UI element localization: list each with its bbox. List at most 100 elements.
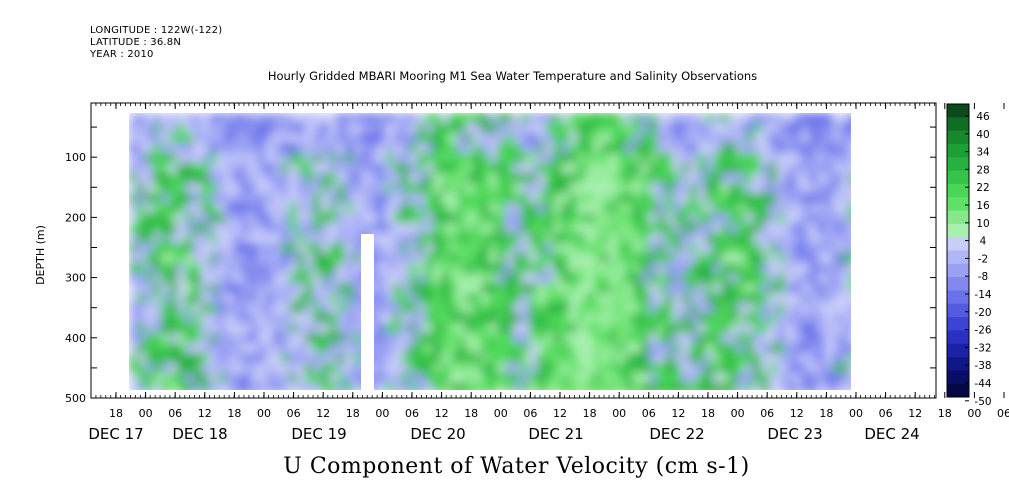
heatmap-cell [257,223,266,234]
heatmap-cell [385,173,394,184]
heatmap-cell [177,153,186,164]
heatmap-cell [137,163,146,174]
heatmap-cell [137,313,146,324]
heatmap-cell [209,183,218,194]
heatmap-cell [777,113,786,124]
heatmap-cell [649,253,658,264]
heatmap-cell [713,273,722,284]
heatmap-cell [769,133,778,144]
heatmap-cell [745,223,754,234]
heatmap-cell [617,263,626,274]
heatmap-cell [193,253,202,264]
heatmap-cell [609,223,618,234]
heatmap-cell [801,273,810,284]
heatmap-cell [545,223,554,234]
heatmap-cell [353,363,362,374]
heatmap-cell [649,353,658,364]
heatmap-cell [481,193,490,204]
y-tick-label: 200 [65,211,86,224]
heatmap-cell [465,373,474,384]
heatmap-cell [233,313,242,324]
heatmap-cell [169,373,178,384]
heatmap-cell [241,113,250,124]
heatmap-cell [473,203,482,214]
heatmap-cell [849,193,851,204]
heatmap-cell [617,223,626,234]
heatmap-cell [761,253,770,264]
heatmap-cell [353,203,362,214]
heatmap-cell [161,203,170,214]
heatmap-cell [441,373,450,384]
heatmap-cell [425,353,434,364]
heatmap-cell [393,383,402,390]
heatmap-cell [545,163,554,174]
heatmap-cell [681,193,690,204]
heatmap-cell [793,173,802,184]
heatmap-cell [281,343,290,354]
heatmap-cell [785,253,794,264]
heatmap-cell [241,323,250,334]
heatmap-cell [769,223,778,234]
heatmap-cell [209,343,218,354]
heatmap-cell [769,153,778,164]
heatmap-cell [145,383,154,390]
heatmap-cell [201,323,210,334]
heatmap-cell [377,283,386,294]
heatmap-cell [217,283,226,294]
heatmap-cell [593,183,602,194]
heatmap-cell [617,283,626,294]
heatmap-cell [145,273,154,284]
heatmap-cell [801,263,810,274]
heatmap-cell [193,123,202,134]
heatmap-cell [625,113,634,124]
heatmap-cell [313,333,322,344]
heatmap-cell [729,303,738,314]
heatmap-cell [177,263,186,274]
heatmap-cell [801,193,810,204]
heatmap-cell [609,353,618,364]
heatmap-cell [241,193,250,204]
heatmap-cell [297,163,306,174]
heatmap-cell [825,253,834,264]
heatmap-cell [537,163,546,174]
heatmap-cell [561,213,570,224]
heatmap-cell [153,163,162,174]
heatmap-cell [169,283,178,294]
heatmap-cell [809,383,818,390]
heatmap-cell [529,293,538,304]
heatmap-cell [385,193,394,204]
heatmap-cell [769,283,778,294]
heatmap-cell [713,243,722,254]
heatmap-cell [257,263,266,274]
heatmap-cell [129,253,138,264]
heatmap-cell [649,363,658,374]
heatmap-cell [737,303,746,314]
heatmap-cell [561,233,570,244]
heatmap-cell [385,223,394,234]
heatmap-cell [209,303,218,314]
heatmap-cell [473,243,482,254]
heatmap-cell [201,383,210,390]
heatmap-cell [265,233,274,244]
heatmap-cell [625,313,634,324]
heatmap-cell [449,323,458,334]
heatmap-cell [753,173,762,184]
heatmap-cell [145,173,154,184]
heatmap-cell [425,223,434,234]
heatmap-cell [377,123,386,134]
heatmap-cell [265,273,274,284]
heatmap-cell [465,343,474,354]
heatmap-cell [465,123,474,134]
heatmap-cell [233,293,242,304]
heatmap-cell [441,233,450,244]
heatmap-cell [305,193,314,204]
heatmap-cell [241,123,250,134]
heatmap-cell [729,283,738,294]
colorbar-swatch [947,277,969,291]
heatmap-cell [425,193,434,204]
heatmap-cell [209,143,218,154]
heatmap-cell [449,123,458,134]
heatmap-cell [689,153,698,164]
colorbar-swatch [947,237,969,251]
heatmap-cell [689,303,698,314]
